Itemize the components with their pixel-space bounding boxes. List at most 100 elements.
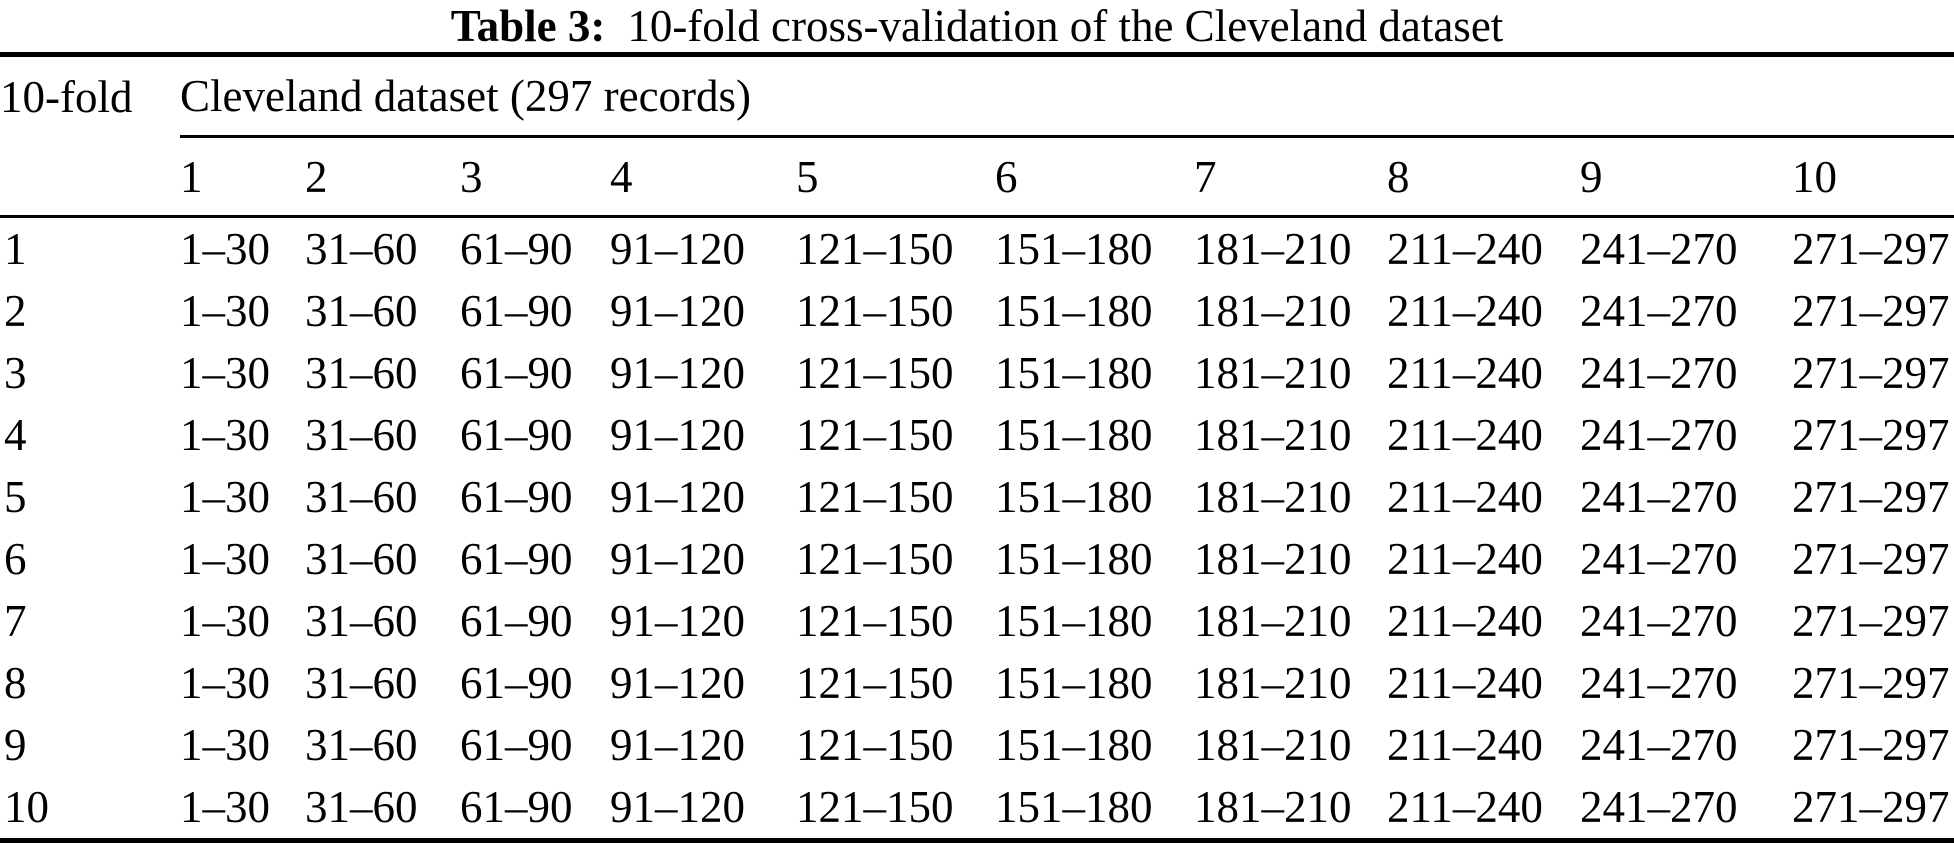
fold-range-cell-test: 31–60 [305, 286, 418, 336]
column-header-8: 8 [1387, 136, 1580, 218]
table-row-3: 3 1–30 31–60 61–90 91–120 121–150 151–180 181–2… [0, 342, 1954, 404]
fold-range-cell: 241–270 [1580, 348, 1738, 398]
fold-range-cell: 181–210 [1194, 782, 1352, 832]
fold-range-cell: 61–90 [460, 782, 573, 832]
fold-range-cell: 181–210 [1194, 472, 1352, 522]
fold-range-cell: 241–270 [1580, 782, 1738, 832]
fold-range-cell: 1–30 [180, 534, 270, 584]
row-label: 4 [4, 410, 27, 460]
fold-range-cell: 31–60 [305, 782, 418, 832]
fold-range-cell: 271–297 [1792, 224, 1950, 274]
fold-range-cell: 181–210 [1194, 658, 1352, 708]
fold-range-cell-test: 181–210 [1194, 596, 1352, 646]
fold-range-cell: 91–120 [610, 534, 745, 584]
table-row-10: 10 1–30 31–60 61–90 91–120 121–150 151–180 181–… [0, 776, 1954, 841]
row-label: 6 [4, 534, 27, 584]
fold-range-cell: 271–297 [1792, 286, 1950, 336]
fold-range-cell: 271–297 [1792, 472, 1950, 522]
fold-range-cell: 1–30 [180, 348, 270, 398]
table-caption: Table 3: 10-fold cross-validation of the … [0, 0, 1954, 52]
fold-range-cell: 271–297 [1792, 410, 1950, 460]
fold-range-cell: 61–90 [460, 534, 573, 584]
fold-range-cell-test: 121–150 [796, 472, 954, 522]
column-header-10: 10 [1792, 136, 1954, 218]
fold-range-cell: 61–90 [460, 410, 573, 460]
fold-range-cell: 241–270 [1580, 410, 1738, 460]
table-row-9: 9 1–30 31–60 61–90 91–120 121–150 151–180 181–2… [0, 714, 1954, 776]
fold-range-cell: 91–120 [610, 472, 745, 522]
fold-range-cell: 151–180 [995, 224, 1153, 274]
fold-range-cell: 61–90 [460, 720, 573, 770]
row-label: 7 [4, 596, 27, 646]
fold-range-cell: 31–60 [305, 410, 418, 460]
fold-range-cell: 151–180 [995, 596, 1153, 646]
fold-range-cell: 61–90 [460, 658, 573, 708]
fold-range-cell: 211–240 [1387, 286, 1543, 336]
table-row-1: 1 1–30 31–60 61–90 91–120 121–150 151–180 181–2… [0, 217, 1954, 281]
row-label: 1 [4, 224, 27, 274]
fold-range-cell: 211–240 [1387, 224, 1543, 274]
fold-range-cell: 91–120 [610, 782, 745, 832]
fold-range-cell: 151–180 [995, 472, 1153, 522]
fold-range-cell: 271–297 [1792, 348, 1950, 398]
fold-range-cell: 1–30 [180, 782, 270, 832]
fold-range-cell-test: 271–297 [1792, 782, 1950, 832]
column-header-3: 3 [460, 136, 610, 218]
column-header-6: 6 [995, 136, 1194, 218]
fold-range-cell: 31–60 [305, 596, 418, 646]
column-header-1: 1 [180, 136, 305, 218]
fold-range-cell: 241–270 [1580, 534, 1738, 584]
fold-range-cell: 241–270 [1580, 286, 1738, 336]
fold-range-cell: 211–240 [1387, 596, 1543, 646]
fold-range-cell: 61–90 [460, 472, 573, 522]
fold-range-cell: 1–30 [180, 472, 270, 522]
column-header-4: 4 [610, 136, 796, 218]
column-header-7: 7 [1194, 136, 1387, 218]
fold-range-cell: 241–270 [1580, 224, 1738, 274]
fold-range-cell: 181–210 [1194, 348, 1352, 398]
fold-range-cell: 121–150 [796, 286, 954, 336]
fold-range-cell-test: 211–240 [1387, 658, 1543, 708]
fold-range-cell: 1–30 [180, 286, 270, 336]
fold-range-cell: 1–30 [180, 658, 270, 708]
fold-range-cell: 271–297 [1792, 596, 1950, 646]
fold-range-cell-test: 151–180 [995, 534, 1153, 584]
fold-range-cell: 121–150 [796, 596, 954, 646]
fold-range-cell: 121–150 [796, 782, 954, 832]
fold-range-cell: 31–60 [305, 224, 418, 274]
fold-range-cell: 211–240 [1387, 348, 1543, 398]
column-header-9: 9 [1580, 136, 1792, 218]
fold-range-cell: 91–120 [610, 286, 745, 336]
fold-range-cell: 91–120 [610, 224, 745, 274]
fold-range-cell: 151–180 [995, 286, 1153, 336]
table-body: 1 1–30 31–60 61–90 91–120 121–150 151–180 181–2… [0, 217, 1954, 841]
fold-range-cell: 271–297 [1792, 534, 1950, 584]
row-label: 5 [4, 472, 27, 522]
fold-range-cell: 151–180 [995, 720, 1153, 770]
fold-range-cell: 61–90 [460, 286, 573, 336]
fold-range-cell-test: 91–120 [610, 410, 745, 460]
column-header-5: 5 [796, 136, 995, 218]
column-header-2: 2 [305, 136, 460, 218]
row-label: 2 [4, 286, 27, 336]
group-header-row: 10-fold Cleveland dataset (297 records) [0, 54, 1954, 138]
fold-range-cell: 181–210 [1194, 286, 1352, 336]
cross-validation-table: 10-fold Cleveland dataset (297 records) … [0, 52, 1954, 843]
fold-range-cell: 241–270 [1580, 658, 1738, 708]
fold-range-cell: 91–120 [610, 658, 745, 708]
fold-range-cell: 91–120 [610, 348, 745, 398]
table-row-6: 6 1–30 31–60 61–90 91–120 121–150 151–180 181–2… [0, 528, 1954, 590]
fold-range-cell: 1–30 [180, 720, 270, 770]
fold-range-cell: 121–150 [796, 658, 954, 708]
fold-range-cell: 181–210 [1194, 720, 1352, 770]
fold-range-cell: 241–270 [1580, 472, 1738, 522]
fold-range-cell: 271–297 [1792, 658, 1950, 708]
fold-range-cell: 31–60 [305, 348, 418, 398]
corner-header: 10-fold [0, 71, 133, 122]
corner-spacer [0, 136, 180, 218]
fold-range-cell: 121–150 [796, 224, 954, 274]
group-header: Cleveland dataset (297 records) [180, 54, 1954, 138]
fold-range-cell: 31–60 [305, 472, 418, 522]
fold-range-cell: 151–180 [995, 658, 1153, 708]
fold-range-cell: 151–180 [995, 782, 1153, 832]
